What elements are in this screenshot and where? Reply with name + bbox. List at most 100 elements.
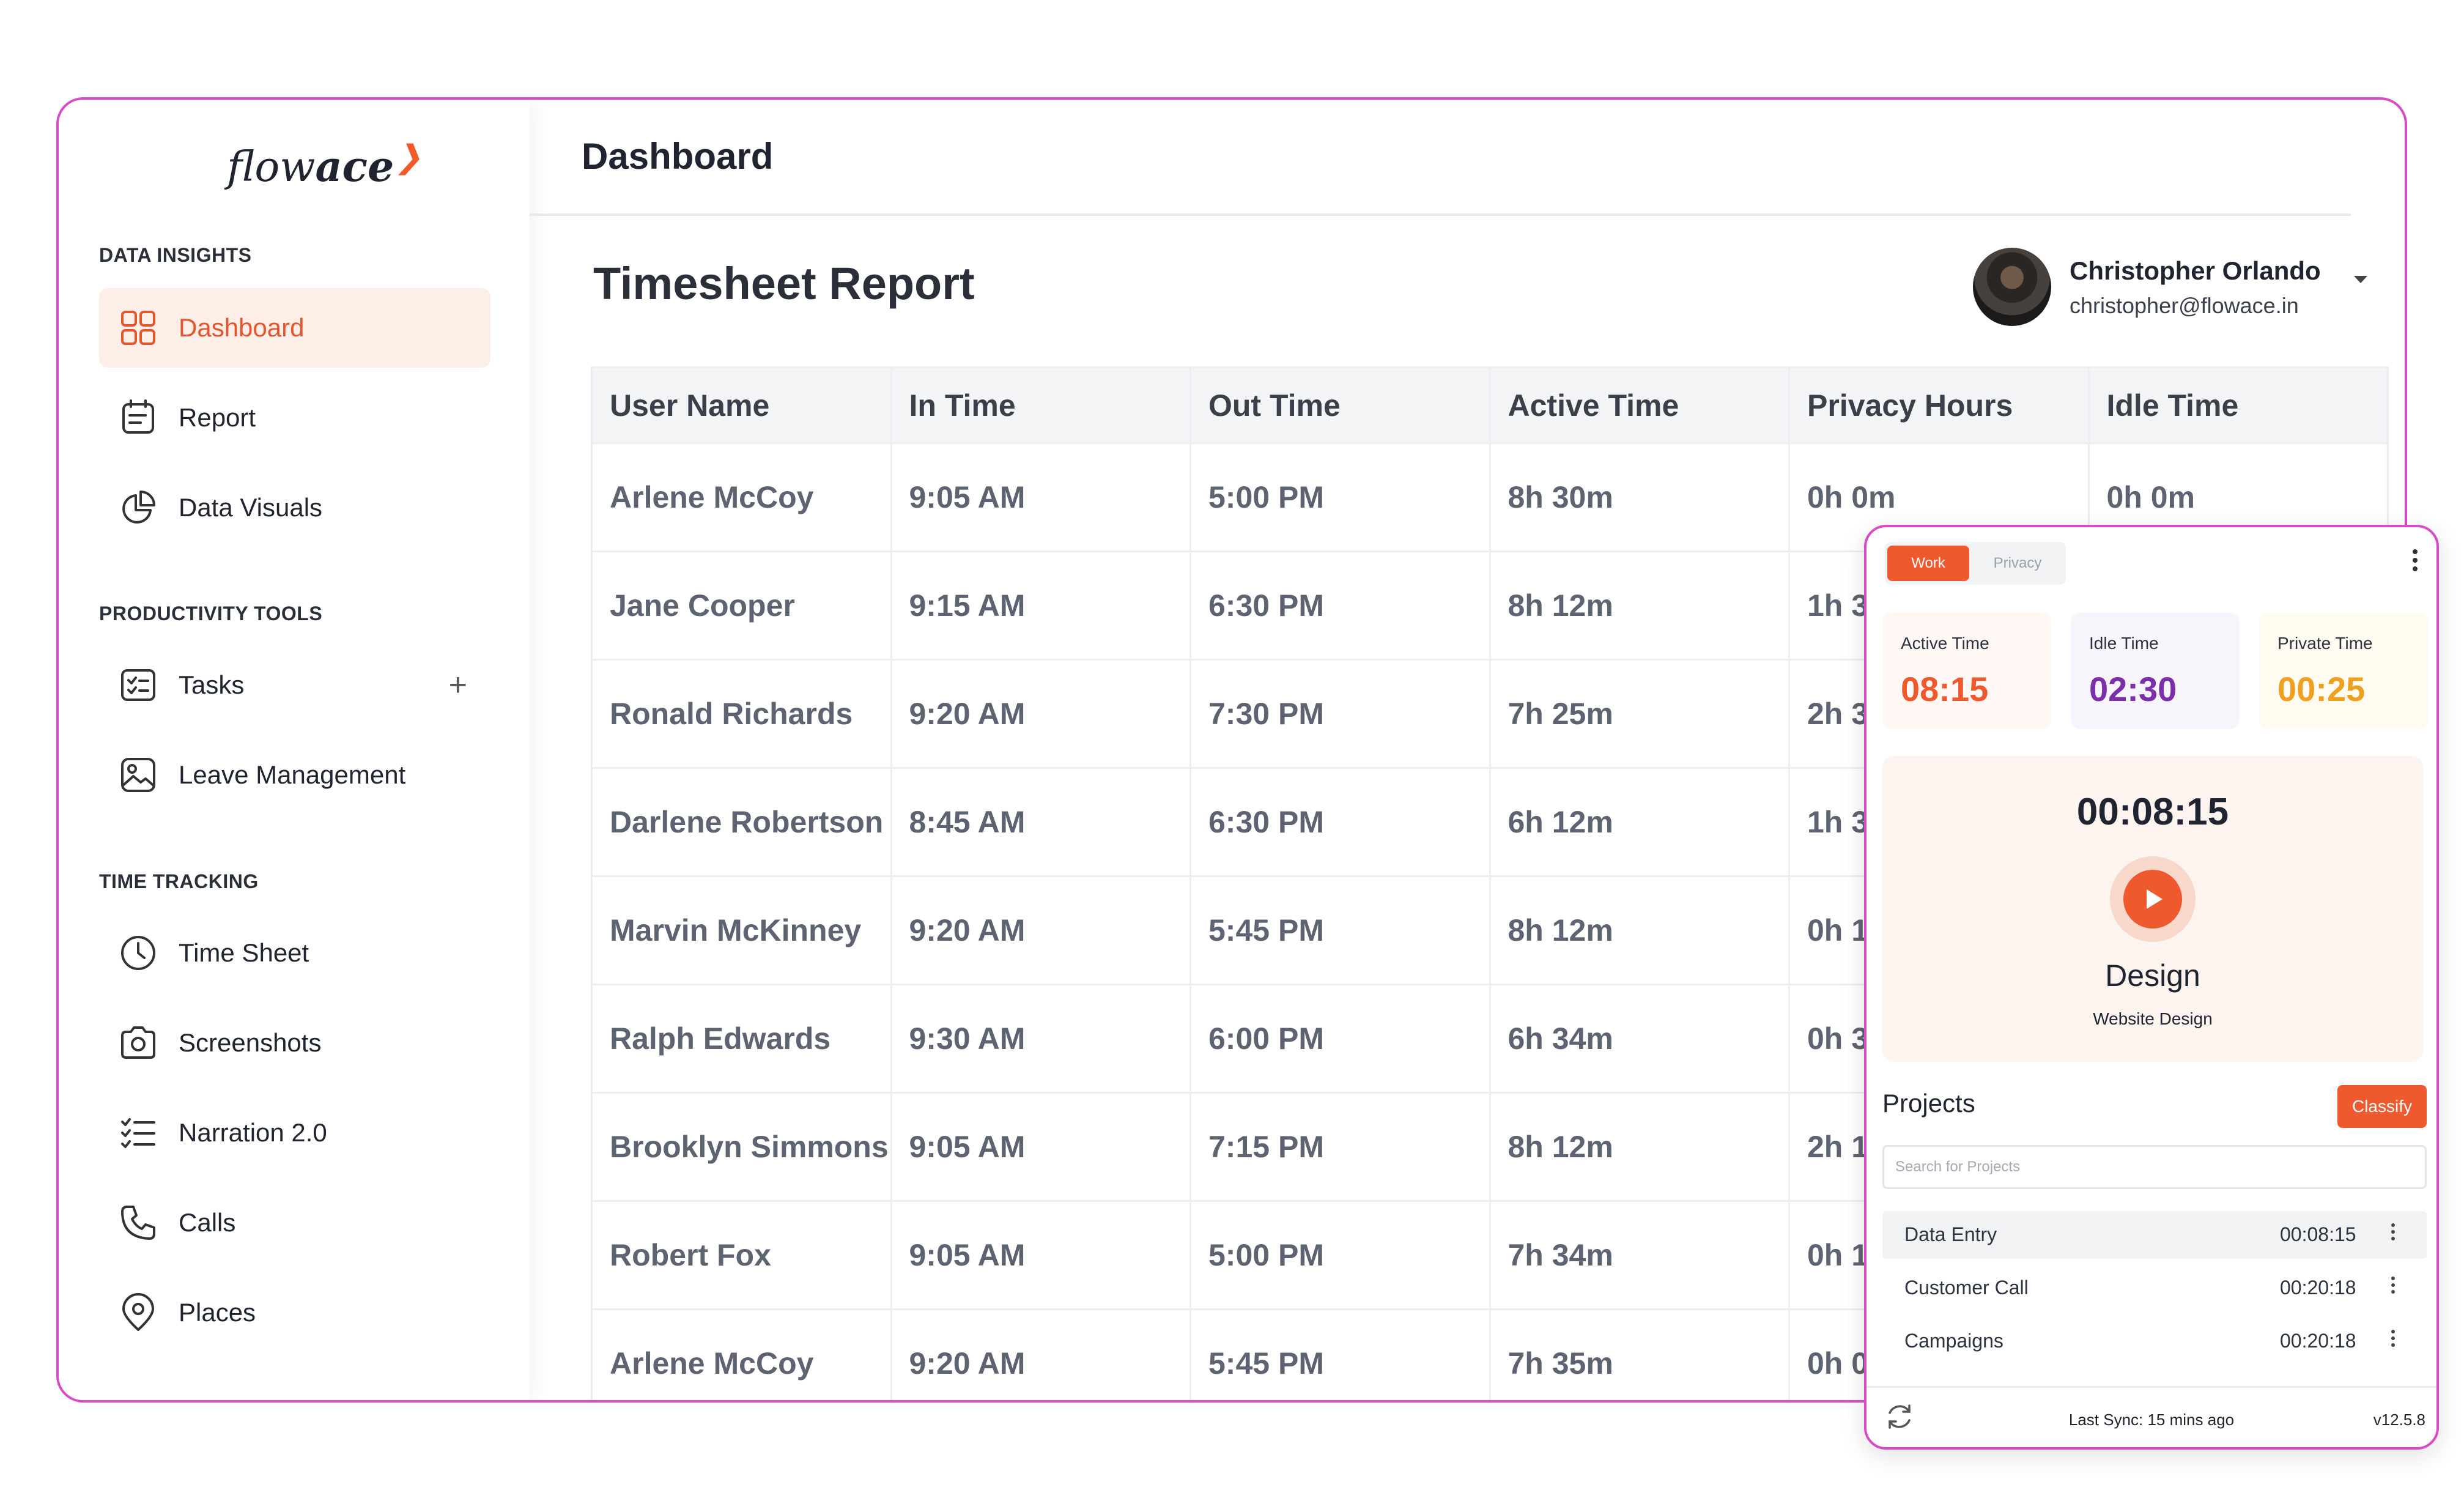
user-name: Christopher Orlando: [2070, 256, 2321, 285]
user-email: christopher@flowace.in: [2070, 293, 2299, 318]
current-task-subtitle: Website Design: [2093, 1009, 2213, 1028]
last-sync-text: Last Sync: 15 mins ago: [2068, 1410, 2235, 1429]
table-cell: 8h 30m: [1489, 442, 1790, 552]
camera-icon: [119, 1023, 158, 1062]
more-options-icon[interactable]: [2390, 1223, 2396, 1240]
report-title: Timesheet Report: [593, 258, 975, 309]
column-header[interactable]: In Time: [890, 366, 1191, 444]
pie-chart-icon: [119, 488, 158, 527]
sidebar-item-narration[interactable]: Narration 2.0: [99, 1093, 490, 1173]
stat-value: 08:15: [1901, 670, 1989, 708]
project-row-customer-call[interactable]: Customer Call 00:20:18: [1882, 1264, 2427, 1312]
phone-icon: [119, 1203, 158, 1242]
sidebar-item-time-sheet[interactable]: Time Sheet: [99, 913, 490, 993]
project-time: 00:20:18: [2280, 1330, 2356, 1352]
table-cell: 6:30 PM: [1189, 550, 1491, 661]
more-options-icon[interactable]: [2412, 549, 2418, 571]
idle-time-stat: Idle Time 02:30: [2071, 613, 2240, 729]
table-cell: 7h 25m: [1489, 659, 1790, 769]
classify-button[interactable]: Classify: [2337, 1085, 2427, 1128]
report-icon: [119, 398, 158, 437]
column-header[interactable]: User Name: [591, 366, 892, 444]
add-task-button[interactable]: +: [448, 667, 467, 703]
page-title: Dashboard: [582, 136, 774, 177]
table-cell: 5:00 PM: [1189, 442, 1491, 552]
sidebar-item-screenshots[interactable]: Screenshots: [99, 1003, 490, 1083]
sidebar-item-label: Narration 2.0: [179, 1118, 327, 1147]
project-search-input[interactable]: [1882, 1145, 2427, 1189]
sidebar-item-tasks[interactable]: Tasks +: [99, 645, 490, 725]
table-cell: 6h 12m: [1489, 767, 1790, 877]
table-cell: 5:45 PM: [1189, 875, 1491, 985]
sidebar-item-label: Time Sheet: [179, 938, 309, 967]
column-header[interactable]: Idle Time: [2087, 366, 2389, 444]
stat-value: 00:25: [2277, 670, 2366, 708]
project-time: 00:20:18: [2280, 1277, 2356, 1299]
mode-toggle[interactable]: Work Privacy: [1885, 542, 2066, 585]
more-options-icon[interactable]: [2390, 1277, 2396, 1294]
grid-icon: [119, 308, 158, 347]
sidebar-item-label: Data Visuals: [179, 493, 323, 522]
table-cell: 7:30 PM: [1189, 659, 1491, 769]
project-name: Campaigns: [1904, 1330, 2003, 1352]
privacy-mode-button[interactable]: Privacy: [1993, 555, 2042, 571]
table-cell: 9:20 AM: [890, 1308, 1191, 1400]
sidebar-item-calls[interactable]: Calls: [99, 1183, 490, 1262]
table-cell: Arlene McCoy: [591, 1308, 892, 1400]
project-row-campaigns[interactable]: Campaigns 00:20:18: [1882, 1318, 2427, 1365]
flowace-logo[interactable]: flowace❯: [227, 139, 422, 191]
play-button[interactable]: [2110, 856, 2196, 942]
sidebar-item-label: Tasks: [179, 670, 245, 699]
sidebar-item-label: Screenshots: [179, 1028, 322, 1057]
private-time-stat: Private Time 00:25: [2259, 613, 2428, 729]
table-cell: 9:15 AM: [890, 550, 1191, 661]
image-icon: [119, 755, 158, 795]
stat-label: Active Time: [1901, 634, 1989, 653]
user-menu[interactable]: Christopher Orlando christopher@flowace.…: [1973, 248, 2401, 327]
list-check-icon: [119, 1113, 158, 1152]
sync-icon[interactable]: [1882, 1399, 1917, 1434]
sidebar-item-report[interactable]: Report: [99, 378, 490, 458]
avatar[interactable]: [1973, 248, 2051, 326]
table-header-row: User Name In Time Out Time Active Time P…: [591, 366, 2389, 444]
table-cell: 8h 12m: [1489, 875, 1790, 985]
sidebar-item-places[interactable]: Places: [99, 1273, 490, 1352]
sidebar-item-data-visuals[interactable]: Data Visuals: [99, 468, 490, 547]
table-cell: 7h 35m: [1489, 1308, 1790, 1400]
section-label-data-insights: DATA INSIGHTS: [99, 244, 252, 266]
sidebar: flowace❯ DATA INSIGHTS Dashboard Report …: [59, 100, 530, 1400]
section-label-time-tracking: TIME TRACKING: [99, 870, 259, 892]
table-cell: 8h 12m: [1489, 1092, 1790, 1202]
column-header[interactable]: Out Time: [1189, 366, 1491, 444]
project-time: 00:08:15: [2280, 1223, 2356, 1245]
stat-label: Private Time: [2277, 634, 2373, 653]
timer-display: 00:08:15: [2076, 791, 2229, 833]
column-header[interactable]: Active Time: [1489, 366, 1790, 444]
column-header[interactable]: Privacy Hours: [1788, 366, 2090, 444]
sidebar-item-label: Report: [179, 403, 256, 432]
current-task-name: Design: [2105, 958, 2200, 993]
table-cell: Arlene McCoy: [591, 442, 892, 552]
project-name: Data Entry: [1904, 1223, 1997, 1245]
tracker-widget: Work Privacy Active Time 08:15 Idle Time…: [1864, 525, 2439, 1450]
table-cell: 7h 34m: [1489, 1200, 1790, 1310]
sidebar-item-label: Places: [179, 1298, 256, 1327]
more-options-icon[interactable]: [2390, 1330, 2396, 1347]
table-cell: 6h 34m: [1489, 984, 1790, 1094]
footer-divider: [1866, 1386, 2436, 1388]
checklist-icon: [119, 665, 158, 705]
table-cell: 9:05 AM: [890, 1092, 1191, 1202]
table-cell: 8:45 AM: [890, 767, 1191, 877]
table-cell: 5:00 PM: [1189, 1200, 1491, 1310]
table-cell: 6:30 PM: [1189, 767, 1491, 877]
sidebar-item-dashboard[interactable]: Dashboard: [99, 288, 490, 368]
work-mode-button[interactable]: Work: [1887, 546, 1969, 581]
table-cell: 6:00 PM: [1189, 984, 1491, 1094]
table-cell: Marvin McKinney: [591, 875, 892, 985]
project-row-data-entry[interactable]: Data Entry 00:08:15: [1882, 1211, 2427, 1259]
table-cell: 9:20 AM: [890, 659, 1191, 769]
sidebar-item-leave-management[interactable]: Leave Management: [99, 735, 490, 815]
table-cell: Ralph Edwards: [591, 984, 892, 1094]
chevron-down-icon[interactable]: [2354, 276, 2367, 283]
table-cell: Brooklyn Simmons: [591, 1092, 892, 1202]
